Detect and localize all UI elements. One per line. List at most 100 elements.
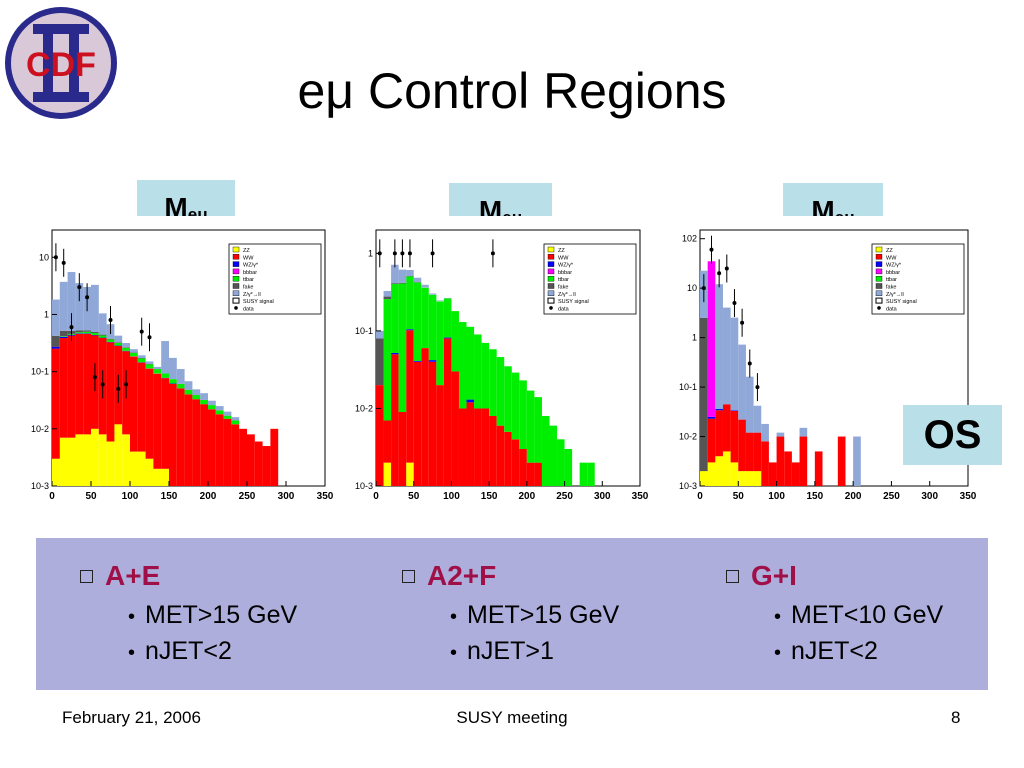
histogram-bar [700,317,708,472]
histogram-bar [91,284,99,333]
legend-label: WW [886,255,897,261]
histogram-bar [75,333,84,435]
data-point [147,335,152,340]
histogram-bar [145,368,154,459]
legend-swatch [547,254,555,260]
legend-label: Z/γ*→ll [886,292,904,298]
legend-swatch [547,261,555,267]
histogram-bar [406,462,414,486]
y-tick-label: 10-3 [679,481,697,491]
histogram-bar [98,434,107,486]
histogram-bar [707,418,716,463]
legend-swatch [232,261,240,267]
histogram-bar [421,287,429,349]
legend-label: Z/γ*→ll [243,292,261,298]
histogram-bar [406,269,414,277]
histogram-bar [579,462,588,486]
x-tick-label: 0 [697,491,703,502]
legend-label: SUSY signal [243,299,274,305]
histogram-bar [443,337,452,339]
legend-swatch [232,254,240,260]
legend-swatch [875,261,883,267]
x-tick-label: 50 [733,491,745,502]
y-tick-label: 10 [39,252,49,262]
histogram-bar [114,342,123,346]
y-tick-label: 1 [44,309,49,319]
histogram-bar [161,373,169,378]
legend-swatch [547,276,555,282]
y-tick-label: 10-3 [355,481,373,491]
data-point [69,325,74,330]
histogram-bar [59,330,68,337]
histogram-bar [169,383,177,486]
histogram-bar [496,357,505,426]
histogram-bar [421,348,429,486]
x-tick-label: 50 [408,491,420,502]
histogram-bar [753,471,762,486]
y-tick-label: 10 [687,283,697,293]
histogram-bar [153,373,162,469]
histogram-bar [519,448,527,486]
histogram-bar [231,424,240,486]
legend-swatch [232,283,240,289]
histogram-bar [176,388,185,486]
histogram-bar [208,409,216,486]
legend-swatch [232,268,240,275]
data-point [755,385,760,390]
histogram-bar [466,326,475,400]
histogram-bar [153,468,162,486]
histogram-bar [223,415,232,419]
cdf-logo: CDF [5,7,117,119]
data-point [77,285,82,290]
legend-label: data [886,306,898,312]
histogram-bar [247,434,255,486]
histogram-bar [496,425,505,486]
histogram-bar [428,293,437,295]
histogram-bar [489,415,497,486]
histogram-bar [83,330,91,332]
histogram-bar [114,335,123,343]
histogram-bar [391,283,399,285]
histogram-bar [398,411,407,486]
histogram-bar [270,428,279,486]
x-tick-label: 150 [807,491,824,502]
legend-swatch [875,268,883,275]
data-point [724,266,729,271]
legend-swatch [547,246,555,253]
histogram-bar [114,342,123,343]
histogram-bar [730,317,739,411]
legend-swatch [875,276,883,282]
histogram-bar [383,290,392,297]
legend-label: ttbar [243,277,254,283]
x-tick-label: 300 [594,491,611,502]
legend-label: ZZ [243,248,250,254]
os-label: OS [903,405,1002,465]
histogram-bar [745,471,754,486]
histogram-bar [526,462,535,486]
x-tick-label: 0 [373,491,379,502]
region-cut: nJET<2 [128,634,297,670]
histogram-bar [564,448,573,486]
histogram-bar [776,432,785,437]
histogram-bar [184,389,193,395]
legend-label: WW [243,255,254,261]
histogram-bar [413,282,422,361]
legend-swatch [232,297,240,304]
legend-swatch [875,297,883,304]
histogram-bar [83,333,91,334]
histogram-bar [161,468,169,486]
histogram-bar [504,431,512,486]
data-point [717,271,722,276]
histogram-bar [853,436,861,486]
histogram-bar [122,347,130,348]
histogram-bar [200,399,208,405]
region-cut: MET<10 GeV [774,598,943,634]
histogram-bar [730,410,739,463]
legend-swatch [547,290,555,297]
histogram-bar [791,462,800,486]
histogram-bar [745,376,754,433]
data-point [61,260,66,265]
histogram-bar [707,416,716,419]
histogram-bar [215,410,224,415]
